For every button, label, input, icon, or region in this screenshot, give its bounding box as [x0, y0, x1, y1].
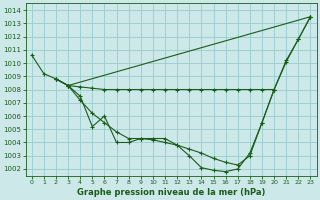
X-axis label: Graphe pression niveau de la mer (hPa): Graphe pression niveau de la mer (hPa)	[77, 188, 265, 197]
